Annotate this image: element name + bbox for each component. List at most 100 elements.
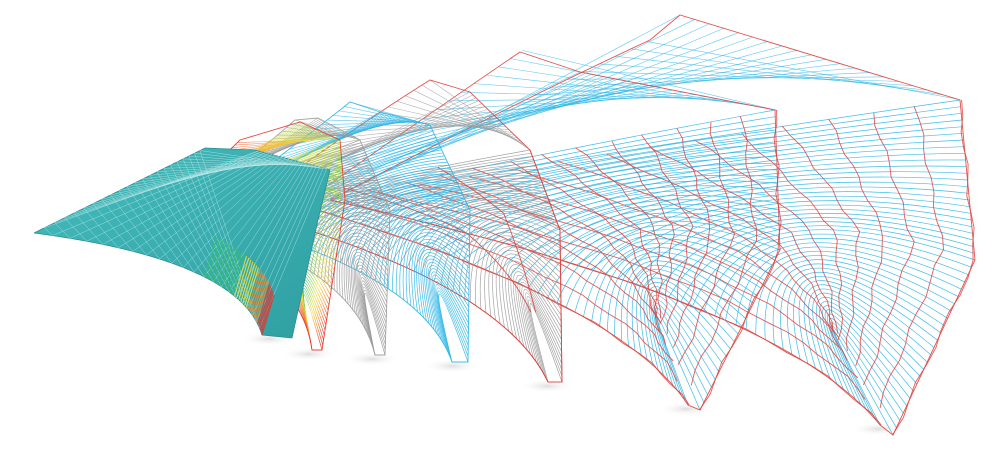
- mesh-row-line: [366, 112, 962, 209]
- mesh-column-line: [677, 122, 735, 365]
- mesh-row-line: [499, 253, 562, 328]
- mesh-crown-line: [338, 110, 426, 125]
- mesh-row-line: [357, 267, 387, 329]
- mesh-row-line: [341, 236, 389, 299]
- mesh-row-line: [547, 220, 780, 298]
- mesh-row-line: [355, 261, 388, 323]
- mesh-row-line: [361, 280, 387, 342]
- mesh-row-line: [473, 190, 779, 266]
- mesh-row-line: [430, 271, 469, 340]
- mesh-row-line: [405, 232, 470, 303]
- mesh-column-line: [641, 134, 694, 335]
- mesh-crown-line: [232, 137, 336, 149]
- mesh-row-line: [384, 119, 962, 213]
- mesh-crown-line: [399, 32, 739, 164]
- mesh-crown-line: [421, 84, 528, 148]
- panel-6: [299, 50, 782, 416]
- mesh-row-line: [365, 198, 468, 276]
- mesh-row-line: [636, 273, 739, 356]
- mesh-row-line: [440, 211, 559, 285]
- mesh-row-line: [427, 265, 469, 333]
- surface-shadow: [344, 352, 400, 366]
- mesh-column-line: [420, 183, 859, 379]
- mesh-column-line: [879, 106, 944, 409]
- mesh-crown-line: [342, 120, 501, 138]
- mesh-crown-line: [486, 74, 743, 104]
- mesh-row-line: [370, 200, 470, 278]
- mesh-row-line: [803, 284, 931, 370]
- mesh-row-line: [386, 149, 777, 233]
- mesh-row-line: [692, 229, 976, 307]
- mesh-row-line: [606, 251, 758, 332]
- mesh-row-line: [326, 178, 541, 237]
- mesh-column-line: [437, 166, 537, 313]
- mesh-row-line: [524, 292, 563, 370]
- mesh-row-line: [345, 242, 389, 304]
- mesh-row-line: [583, 238, 769, 317]
- mesh-row-line: [364, 292, 386, 356]
- mesh-column-line: [672, 128, 710, 348]
- mesh-row-line: [651, 294, 720, 381]
- mesh-row-line: [495, 249, 562, 324]
- mesh-row-line: [362, 283, 386, 345]
- mesh-row-line: [411, 238, 470, 309]
- mesh-row-line: [517, 171, 967, 248]
- mesh-row-line: [359, 274, 387, 335]
- mesh-row-line: [350, 191, 464, 268]
- surface-outline: [329, 14, 976, 436]
- mesh-row-line: [556, 224, 781, 303]
- mesh-row-line: [519, 281, 562, 359]
- mesh-row-line: [521, 285, 562, 363]
- mesh-column-line: [377, 191, 866, 400]
- mesh-crown-line: [229, 136, 334, 151]
- mesh-row-line: [384, 194, 550, 259]
- mesh-row-line: [808, 288, 928, 375]
- mesh-row-line: [462, 185, 778, 261]
- mesh-row-line: [452, 216, 561, 292]
- mesh-crown-line: [413, 90, 525, 145]
- mesh-row-line: [360, 277, 387, 339]
- mesh-row-line: [347, 245, 389, 307]
- mesh-row-line: [492, 246, 561, 321]
- mesh-column-line: [828, 119, 883, 367]
- mesh-row-line: [816, 296, 921, 385]
- mesh-row-line: [772, 263, 948, 345]
- mesh-crown-line: [294, 119, 361, 141]
- surface-shadow: [850, 422, 907, 436]
- mesh-row-line: [433, 209, 558, 282]
- mesh-row-line: [436, 139, 964, 226]
- mesh-row-line: [787, 271, 942, 355]
- mesh-row-line: [303, 294, 323, 351]
- mesh-row-line: [315, 116, 776, 210]
- mesh-row-line: [479, 235, 561, 310]
- mesh-row-line: [528, 299, 563, 379]
- mesh-crown-line: [344, 106, 428, 125]
- mesh-row-line: [324, 215, 390, 282]
- mesh-row-line: [832, 326, 897, 428]
- mesh-row-line: [418, 248, 470, 318]
- triangulation-mesh: [44, 150, 327, 329]
- mesh-column-line: [892, 99, 975, 436]
- mesh-row-line: [425, 261, 470, 330]
- mesh-row-line: [565, 229, 777, 308]
- surface-shadow: [424, 359, 480, 373]
- mesh-row-line: [352, 255, 388, 316]
- mesh-row-line: [485, 194, 779, 270]
- mesh-row-line: [620, 260, 750, 341]
- mesh-row-line: [317, 208, 390, 277]
- surface-cross-lines: [329, 99, 975, 436]
- mesh-row-line: [355, 193, 466, 271]
- mesh-row-line: [349, 249, 388, 310]
- mesh-crown-line: [321, 121, 419, 125]
- mesh-crown-line: [286, 127, 357, 139]
- mesh-row-line: [437, 290, 469, 359]
- mesh-row-line: [576, 191, 970, 266]
- mesh-column-line: [575, 147, 663, 319]
- mesh-column-line: [781, 125, 861, 352]
- panel-1: [33, 147, 331, 346]
- mesh-column-line: [693, 139, 839, 334]
- mesh-crown-line: [313, 112, 492, 158]
- mesh-column-line: [406, 182, 666, 345]
- mesh-row-line: [470, 152, 966, 235]
- mesh-row-line: [420, 252, 470, 321]
